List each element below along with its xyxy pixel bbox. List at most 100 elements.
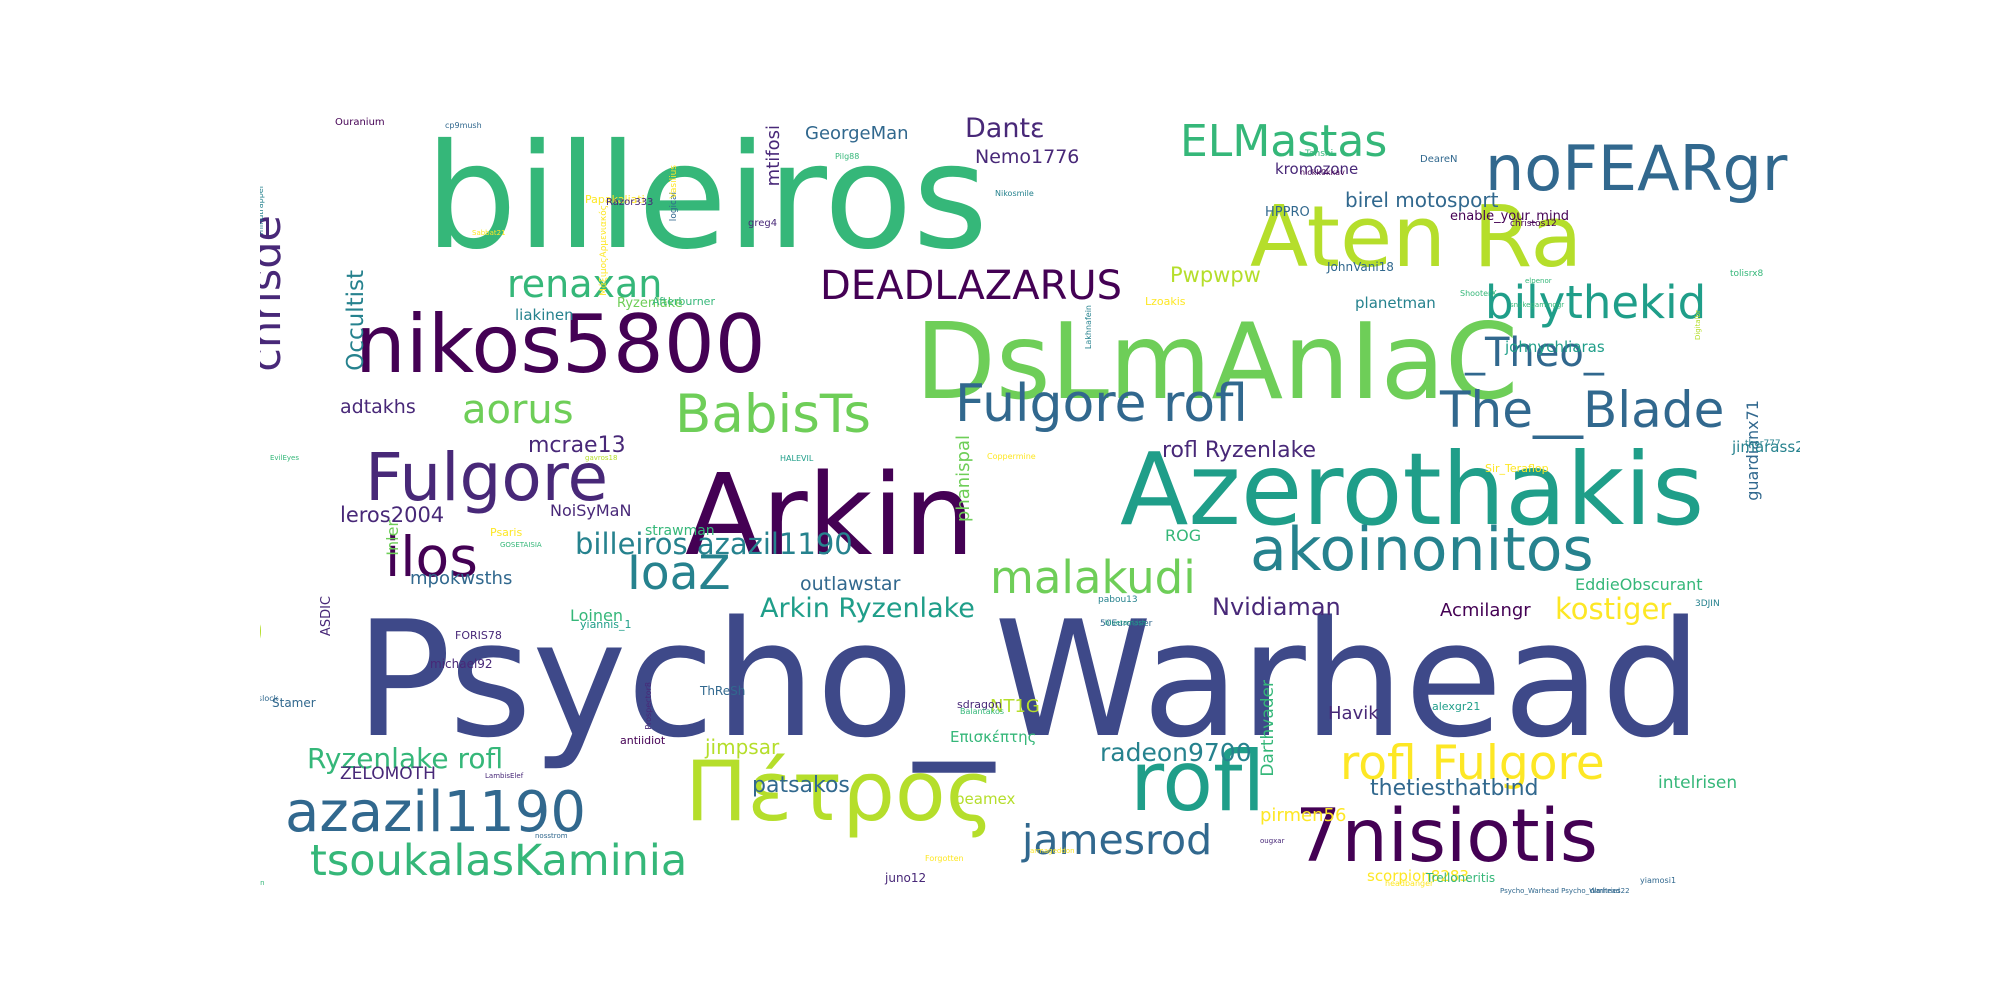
cloud-word: Πέτρος [685, 743, 995, 840]
cloud-word: tsoukalasKaminia [310, 836, 688, 886]
cloud-word: Stamer [272, 696, 316, 710]
cloud-word: Loinen [570, 606, 623, 625]
cloud-word: intelrisen [1658, 773, 1738, 793]
cloud-word: outlawstar [800, 573, 901, 595]
cloud-word: Vasilius [669, 165, 679, 199]
cloud-word: beamex [955, 790, 1016, 808]
cloud-word: Tenshi [1305, 149, 1334, 159]
cloud-word: DsLmAnIaC [915, 301, 1519, 423]
cloud-word: Psaris [490, 526, 523, 539]
cloud-word: jimpsar [705, 735, 780, 759]
cloud-word: Nikosmile [995, 189, 1034, 198]
cloud-word: Arkin [685, 451, 975, 581]
cloud-word: Coppermine [987, 452, 1036, 461]
cloud-word: alexgr21 [1432, 700, 1481, 713]
cloud-word: renaxan [507, 262, 663, 306]
cloud-word: nosstrom [535, 832, 568, 840]
cloud-word: Ryzenlake rofl [307, 742, 504, 775]
cloud-word: ΜάξιμοςΑρμενιακός [599, 205, 609, 296]
cloud-word: NT1G [990, 696, 1040, 717]
cloud-word: Digitalbr [1694, 310, 1702, 341]
cloud-word: antiidiot [620, 734, 666, 747]
cloud-word: cp9mush [445, 121, 482, 130]
cloud-word: ShooterX [1460, 289, 1497, 298]
cloud-word: tolisrx8 [1730, 269, 1764, 279]
cloud-word: kromozone [1275, 160, 1359, 178]
cloud-word: EvilEyes [270, 454, 299, 462]
cloud-word: DEADLAZARUS [820, 263, 1123, 309]
cloud-word: IoaZ [627, 546, 731, 601]
cloud-word: gavros18 [585, 454, 618, 462]
cloud-word: GeorgeMan [805, 123, 909, 144]
cloud-word: pirmen56 [1260, 805, 1347, 826]
cloud-word: nikos5800 [355, 298, 766, 391]
cloud-word: armageddon [1030, 847, 1075, 855]
cloud-word: johnychliaras [1505, 338, 1605, 356]
cloud-word: billeiros azazil1190 [575, 527, 853, 561]
cloud-word: 50EuroUser [1100, 619, 1153, 629]
cloud-word: christos12 [1510, 219, 1557, 229]
cloud-word: radeon9700 [1100, 738, 1252, 767]
cloud-word: Forgotten [925, 854, 964, 863]
cloud-word: headbanger [1385, 879, 1434, 888]
cloud-word: thor777 [1745, 439, 1781, 449]
cloud-word: Trelloneritis [1426, 871, 1496, 885]
cloud-word: Pilg88 [835, 152, 860, 161]
cloud-word: Occultist [343, 270, 369, 371]
cloud-word: EddieObscurant [1575, 575, 1703, 594]
cloud-word: snakegaminggr [1510, 301, 1565, 309]
cloud-word: Nvidiaman [1212, 593, 1341, 621]
cloud-word: thetiesthatbind [1370, 776, 1539, 801]
cloud-word: Balantakos [960, 707, 1005, 716]
cloud-word: juno12 [885, 871, 927, 885]
cloud-word: scorpion8283 [1367, 867, 1469, 885]
cloud-word: HALEVIL [780, 454, 814, 463]
cloud-word: BabisTs [675, 384, 872, 445]
cloud-word: ZELOMOTH [340, 764, 436, 784]
cloud-word: akoinonitos [1250, 515, 1594, 585]
cloud-word: The__Blade [1440, 381, 1725, 439]
cloud-word: Sabbat21 [472, 229, 506, 237]
cloud-word: Prospector8 [644, 682, 653, 730]
cloud-word: chrisde [260, 215, 291, 372]
cloud-word: phanispal [953, 435, 974, 523]
cloud-word: DeareN [1420, 154, 1458, 165]
cloud-word: Razor333 [606, 197, 654, 208]
cloud-word: jamesrod [1022, 816, 1213, 864]
cloud-word: azazil1190 [285, 780, 587, 845]
cloud-word: 7nisiotis [1295, 794, 1598, 879]
cloud-word: billeiros [425, 113, 989, 282]
cloud-word: ougxar [1260, 837, 1285, 845]
cloud-word: planetman [1355, 294, 1436, 312]
cloud-word: malakudi [990, 551, 1196, 604]
cloud-word: rofl Fulgore [1340, 736, 1605, 791]
cloud-word: ThReSh [700, 684, 746, 698]
cloud-word: LambisElef [485, 772, 524, 780]
cloud-word: Darthvader [1258, 680, 1278, 777]
cloud-word: Lzoakis [1145, 295, 1186, 308]
cloud-word: nickk0kkav [1300, 168, 1345, 177]
word-cloud: Psycho_Warhead billeiros Arkin DsLmAnIaC nik… [260, 110, 1800, 900]
cloud-word: liakinen [515, 306, 574, 324]
cloud-word: mpokwsths [410, 568, 513, 589]
cloud-word: Papakaliati [585, 193, 645, 206]
cloud-word: Afterburner [652, 295, 715, 308]
cloud-word: dimitries22 [1590, 887, 1630, 895]
cloud-word: enable_your_mind [1450, 209, 1570, 224]
cloud-word: JohnVani18 [1327, 260, 1394, 274]
cloud-word: ROG [1165, 526, 1202, 545]
cloud-word: FORIS78 [455, 629, 502, 642]
cloud-word: michael92 [430, 657, 493, 671]
cloud-word: aorus [462, 387, 574, 433]
cloud-word: adtakhs [340, 396, 416, 418]
cloud-word: HPPRO [1265, 205, 1310, 220]
cloud-word: muteslock [260, 694, 279, 703]
cloud-word: mindtrapper [260, 185, 265, 235]
cloud-word: GOSETAISIA [500, 541, 542, 549]
cloud-word: Sir_Teraflop [1485, 462, 1549, 475]
cloud-word: Pwpwpw [1170, 263, 1261, 287]
cloud-word: Dantε [965, 113, 1045, 144]
cloud-word: _Theo_ [1465, 330, 1604, 376]
cloud-word: Azerothakis [1120, 431, 1705, 548]
